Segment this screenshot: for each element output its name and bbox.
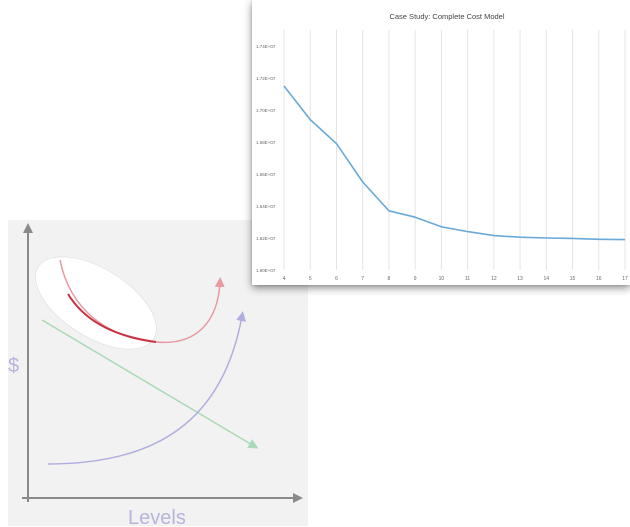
x-tick-label: 5 xyxy=(309,276,312,282)
x-tick-label: 8 xyxy=(388,276,391,282)
x-tick-label: 17 xyxy=(622,276,628,282)
cost-model-chart: Case Study: Complete Cost Model 1.60E+07… xyxy=(256,12,628,282)
concept-y-label: $ xyxy=(8,355,19,377)
x-tick-label: 6 xyxy=(335,276,338,282)
y-tick-label: 1.72E+07 xyxy=(256,76,276,81)
cost-series-line xyxy=(283,85,626,241)
cost-model-chart-card: Case Study: Complete Cost Model 1.60E+07… xyxy=(252,0,630,285)
x-tick-label: 11 xyxy=(465,276,470,282)
x-tick-label: 16 xyxy=(596,276,602,282)
y-tick-label: 1.66E+07 xyxy=(256,172,276,177)
y-tick-label: 1.74E+07 xyxy=(256,44,276,49)
x-tick-label: 9 xyxy=(414,276,417,282)
y-tick-label: 1.64E+07 xyxy=(256,204,276,209)
y-tick-label: 1.60E+07 xyxy=(256,268,276,273)
focus-ellipse xyxy=(35,256,157,350)
y-tick-label: 1.68E+07 xyxy=(256,140,276,145)
x-tick-label: 15 xyxy=(570,276,576,282)
series-layer xyxy=(283,85,626,241)
x-tick-label: 7 xyxy=(361,276,364,282)
x-tick-label: 13 xyxy=(517,276,523,282)
chart-title: Case Study: Complete Cost Model xyxy=(389,12,504,21)
x-tick-label: 10 xyxy=(439,276,445,282)
y-tick-label: 1.70E+07 xyxy=(256,108,276,113)
y-tick-labels: 1.60E+07 1.62E+07 1.64E+07 1.66E+07 1.68E+07… xyxy=(256,44,276,273)
purple-curve xyxy=(47,311,247,465)
x-tick-labels: 4 5 6 7 8 9 10 11 12 13 14 15 16 17 xyxy=(283,276,628,282)
x-tick-label: 14 xyxy=(544,276,550,282)
green-trend-line xyxy=(41,319,259,449)
concept-diagram: $ Levels xyxy=(8,223,303,526)
x-tick-label: 12 xyxy=(491,276,497,282)
x-tick-label: 4 xyxy=(283,276,286,282)
red-curve-highlight xyxy=(67,293,157,343)
grid-layer xyxy=(283,30,626,270)
y-tick-label: 1.62E+07 xyxy=(256,236,276,241)
concept-x-label: Levels xyxy=(128,507,186,526)
